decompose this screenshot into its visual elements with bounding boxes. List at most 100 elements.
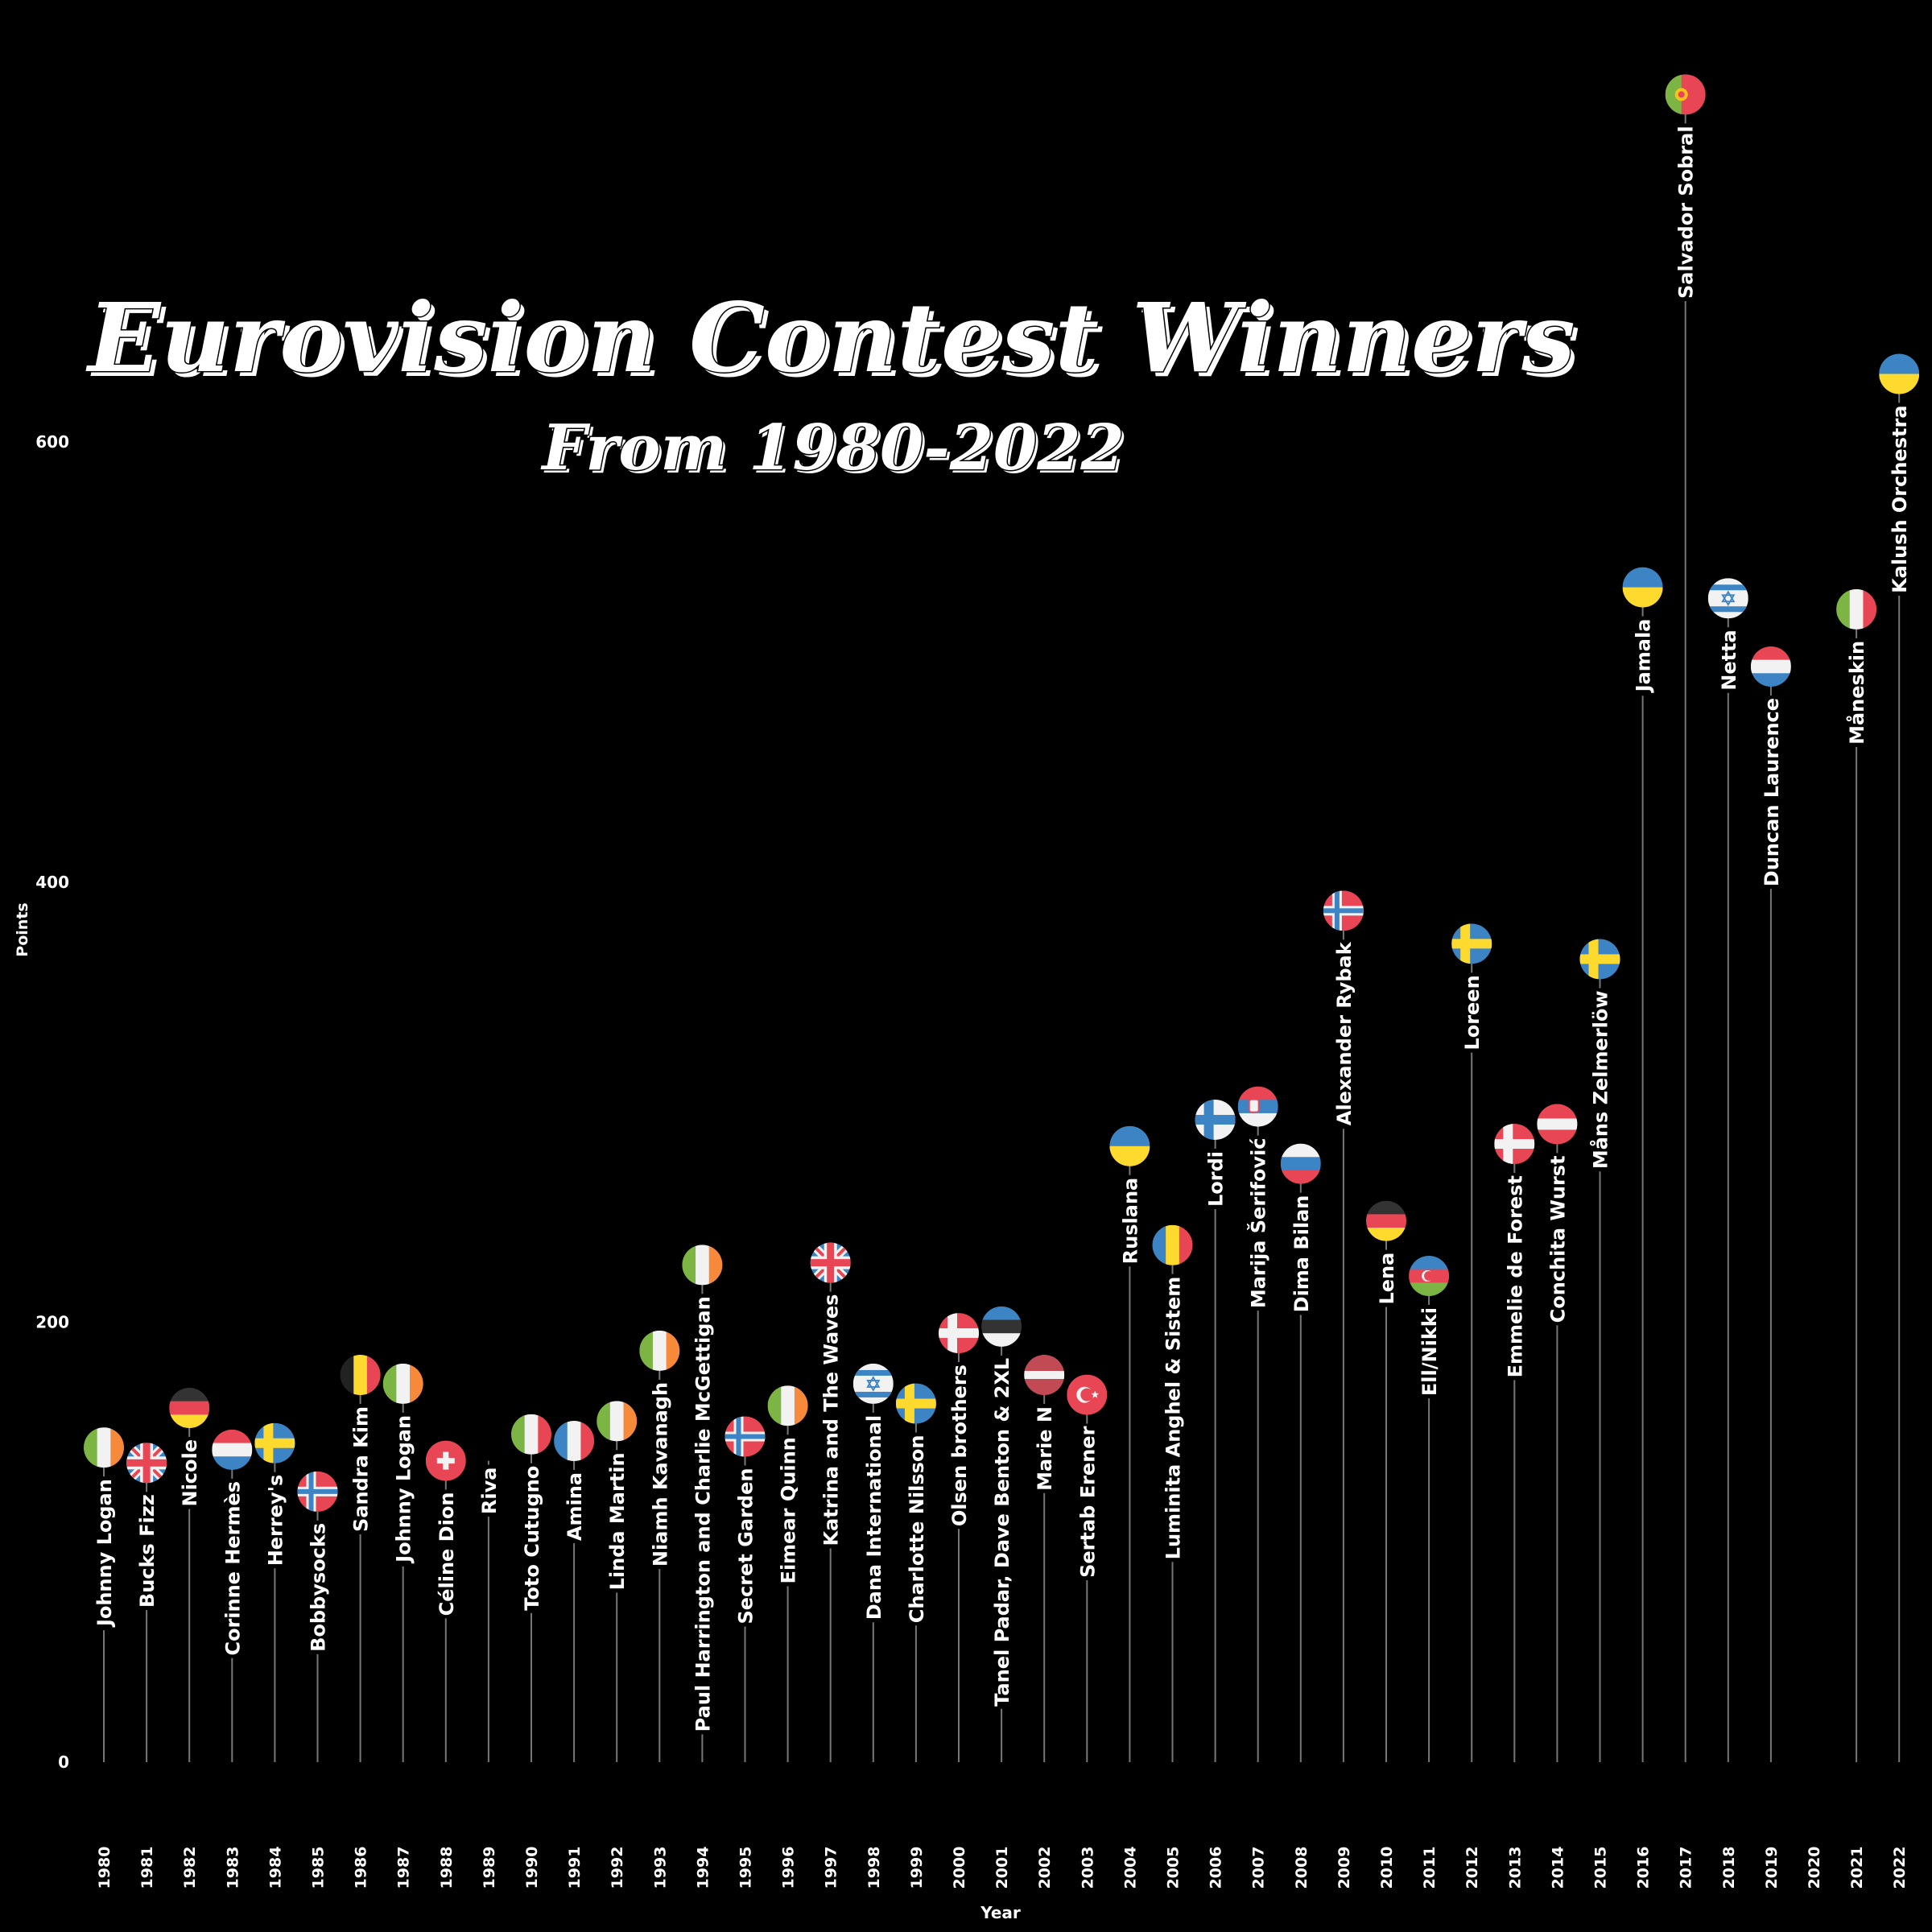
label-backdrop (263, 1472, 287, 1569)
flag-marker-ireland (382, 1363, 423, 1404)
flag-marker-norway (724, 1416, 766, 1457)
flag-marker-italy (511, 1414, 551, 1455)
x-tick-label: 1999 (908, 1847, 926, 1889)
x-tick-label: 1983 (224, 1847, 242, 1889)
flag-marker-belgium (340, 1354, 381, 1395)
flag-marker-azerbaijan (1409, 1256, 1450, 1297)
label-backdrop (1161, 1274, 1184, 1563)
x-tick-label: 1981 (138, 1847, 156, 1889)
flag-marker-serbia (1237, 1086, 1278, 1127)
label-backdrop (990, 1355, 1013, 1709)
x-tick-label: 2022 (1891, 1847, 1909, 1889)
chart-subtitle: From 1980-2022 (540, 411, 1124, 485)
label-backdrop (1289, 1192, 1312, 1315)
artist-label: Johnny Logan (93, 1479, 116, 1628)
x-tick-label: 2001 (993, 1847, 1011, 1889)
artist-label: Paul Harrington and Charlie McGettigan (691, 1296, 714, 1732)
x-tick-label: 1995 (737, 1847, 755, 1889)
x-tick-label: 1988 (438, 1847, 456, 1889)
x-tick-label: 1990 (523, 1847, 541, 1889)
chart-title-group: Eurovision Contest Winners Eurovision Co… (85, 281, 1580, 489)
x-tick-label: 2021 (1848, 1847, 1866, 1889)
x-axis-label: Year (980, 1903, 1021, 1922)
flag-marker-france (554, 1420, 595, 1461)
flag-marker-israel (1707, 578, 1748, 619)
y-axis-label: Points (14, 902, 31, 956)
x-tick-label: 2002 (1036, 1847, 1054, 1889)
artist-label: Secret Garden (735, 1468, 758, 1624)
flag-marker-germany (169, 1387, 210, 1428)
flag-marker-switzerland (425, 1440, 466, 1481)
artist-label: Nicole (179, 1439, 201, 1507)
x-tick-label: 1992 (609, 1847, 626, 1889)
label-backdrop (1674, 123, 1697, 302)
artist-label: Marija Šerifović (1246, 1138, 1270, 1309)
x-tick-label: 2020 (1806, 1847, 1823, 1889)
artist-label: Tanel Padar, Dave Benton & 2XL (991, 1358, 1013, 1707)
flag-marker-denmark (1494, 1124, 1535, 1165)
flag-marker-estonia (981, 1306, 1022, 1347)
flag-marker-ukraine (1879, 353, 1920, 394)
x-tick-label: 2007 (1250, 1847, 1268, 1889)
x-tick-label: 2013 (1506, 1847, 1524, 1889)
label-backdrop (819, 1291, 842, 1549)
x-tick-label: 1996 (780, 1847, 798, 1889)
x-axis: 1980 1981 1982 1983 1984 1985 1986 1987 1988 1989… (96, 1847, 1909, 1889)
label-backdrop (1460, 972, 1484, 1053)
y-axis: 0 200 400 600 (35, 432, 69, 1772)
x-tick-label: 2014 (1549, 1847, 1567, 1889)
label-backdrop (520, 1463, 543, 1613)
flag-marker-turkey (1067, 1374, 1108, 1415)
artist-label: Måns Zelmerlöw (1589, 990, 1612, 1169)
artist-label: Sandra Kim (350, 1406, 373, 1532)
x-tick-label: 2006 (1208, 1847, 1225, 1889)
artist-label: Olsen brothers (948, 1364, 971, 1526)
label-backdrop (93, 1476, 115, 1631)
artist-label: Katrina and The Waves (820, 1294, 843, 1546)
artist-label: Conchita Wurst (1546, 1155, 1569, 1323)
x-tick-label: 2010 (1378, 1847, 1396, 1889)
label-backdrop (648, 1379, 671, 1570)
artist-label: Duncan Laurence (1761, 698, 1783, 886)
x-tick-label: 2015 (1592, 1847, 1610, 1889)
x-tick-label: 1982 (181, 1847, 199, 1889)
artist-label: Bobbysocks (308, 1523, 330, 1652)
x-tick-label: 2012 (1463, 1847, 1481, 1889)
x-tick-label: 1997 (823, 1847, 840, 1889)
y-tick-label: 200 (35, 1312, 69, 1331)
flag-marker-ukraine (1109, 1125, 1150, 1166)
flag-marker-uk (810, 1242, 851, 1283)
flag-marker-uk (126, 1443, 167, 1484)
artist-label: Kalush Orchestra (1889, 405, 1911, 592)
x-tick-label: 1998 (865, 1847, 883, 1889)
flag-marker-portugal (1665, 74, 1706, 115)
artist-label: Herrey's (264, 1475, 287, 1567)
artist-label: Linda Martin (606, 1452, 629, 1590)
label-backdrop (1759, 695, 1782, 890)
label-backdrop (1331, 939, 1355, 1129)
flag-marker-finland (1195, 1099, 1236, 1140)
x-tick-label: 2018 (1720, 1847, 1738, 1889)
x-tick-label: 2003 (1079, 1847, 1096, 1889)
flag-marker-sweden (254, 1422, 295, 1463)
flag-marker-sweden (1579, 939, 1620, 980)
artist-label: Céline Dion (436, 1492, 458, 1616)
artist-label: Lordi (1205, 1151, 1228, 1207)
flag-marker-ireland (767, 1385, 808, 1426)
label-backdrop (1631, 616, 1654, 696)
artist-label: Corinne Hermès (221, 1481, 244, 1656)
y-tick-label: 0 (58, 1752, 69, 1772)
flag-marker-norway (297, 1471, 338, 1512)
artist-label: Netta (1718, 630, 1740, 691)
label-backdrop (306, 1520, 329, 1654)
artist-label: Dana International (863, 1415, 886, 1620)
x-tick-label: 1994 (694, 1847, 712, 1889)
label-backdrop (1418, 1305, 1441, 1399)
artist-label: Emmelie de Forest (1504, 1175, 1526, 1377)
label-backdrop (904, 1432, 927, 1626)
label-backdrop (947, 1362, 970, 1530)
x-tick-label: 2011 (1421, 1847, 1439, 1889)
chart-subtitle-shadow: From 1980-2022 (543, 415, 1127, 488)
flag-markers (84, 74, 1920, 1512)
